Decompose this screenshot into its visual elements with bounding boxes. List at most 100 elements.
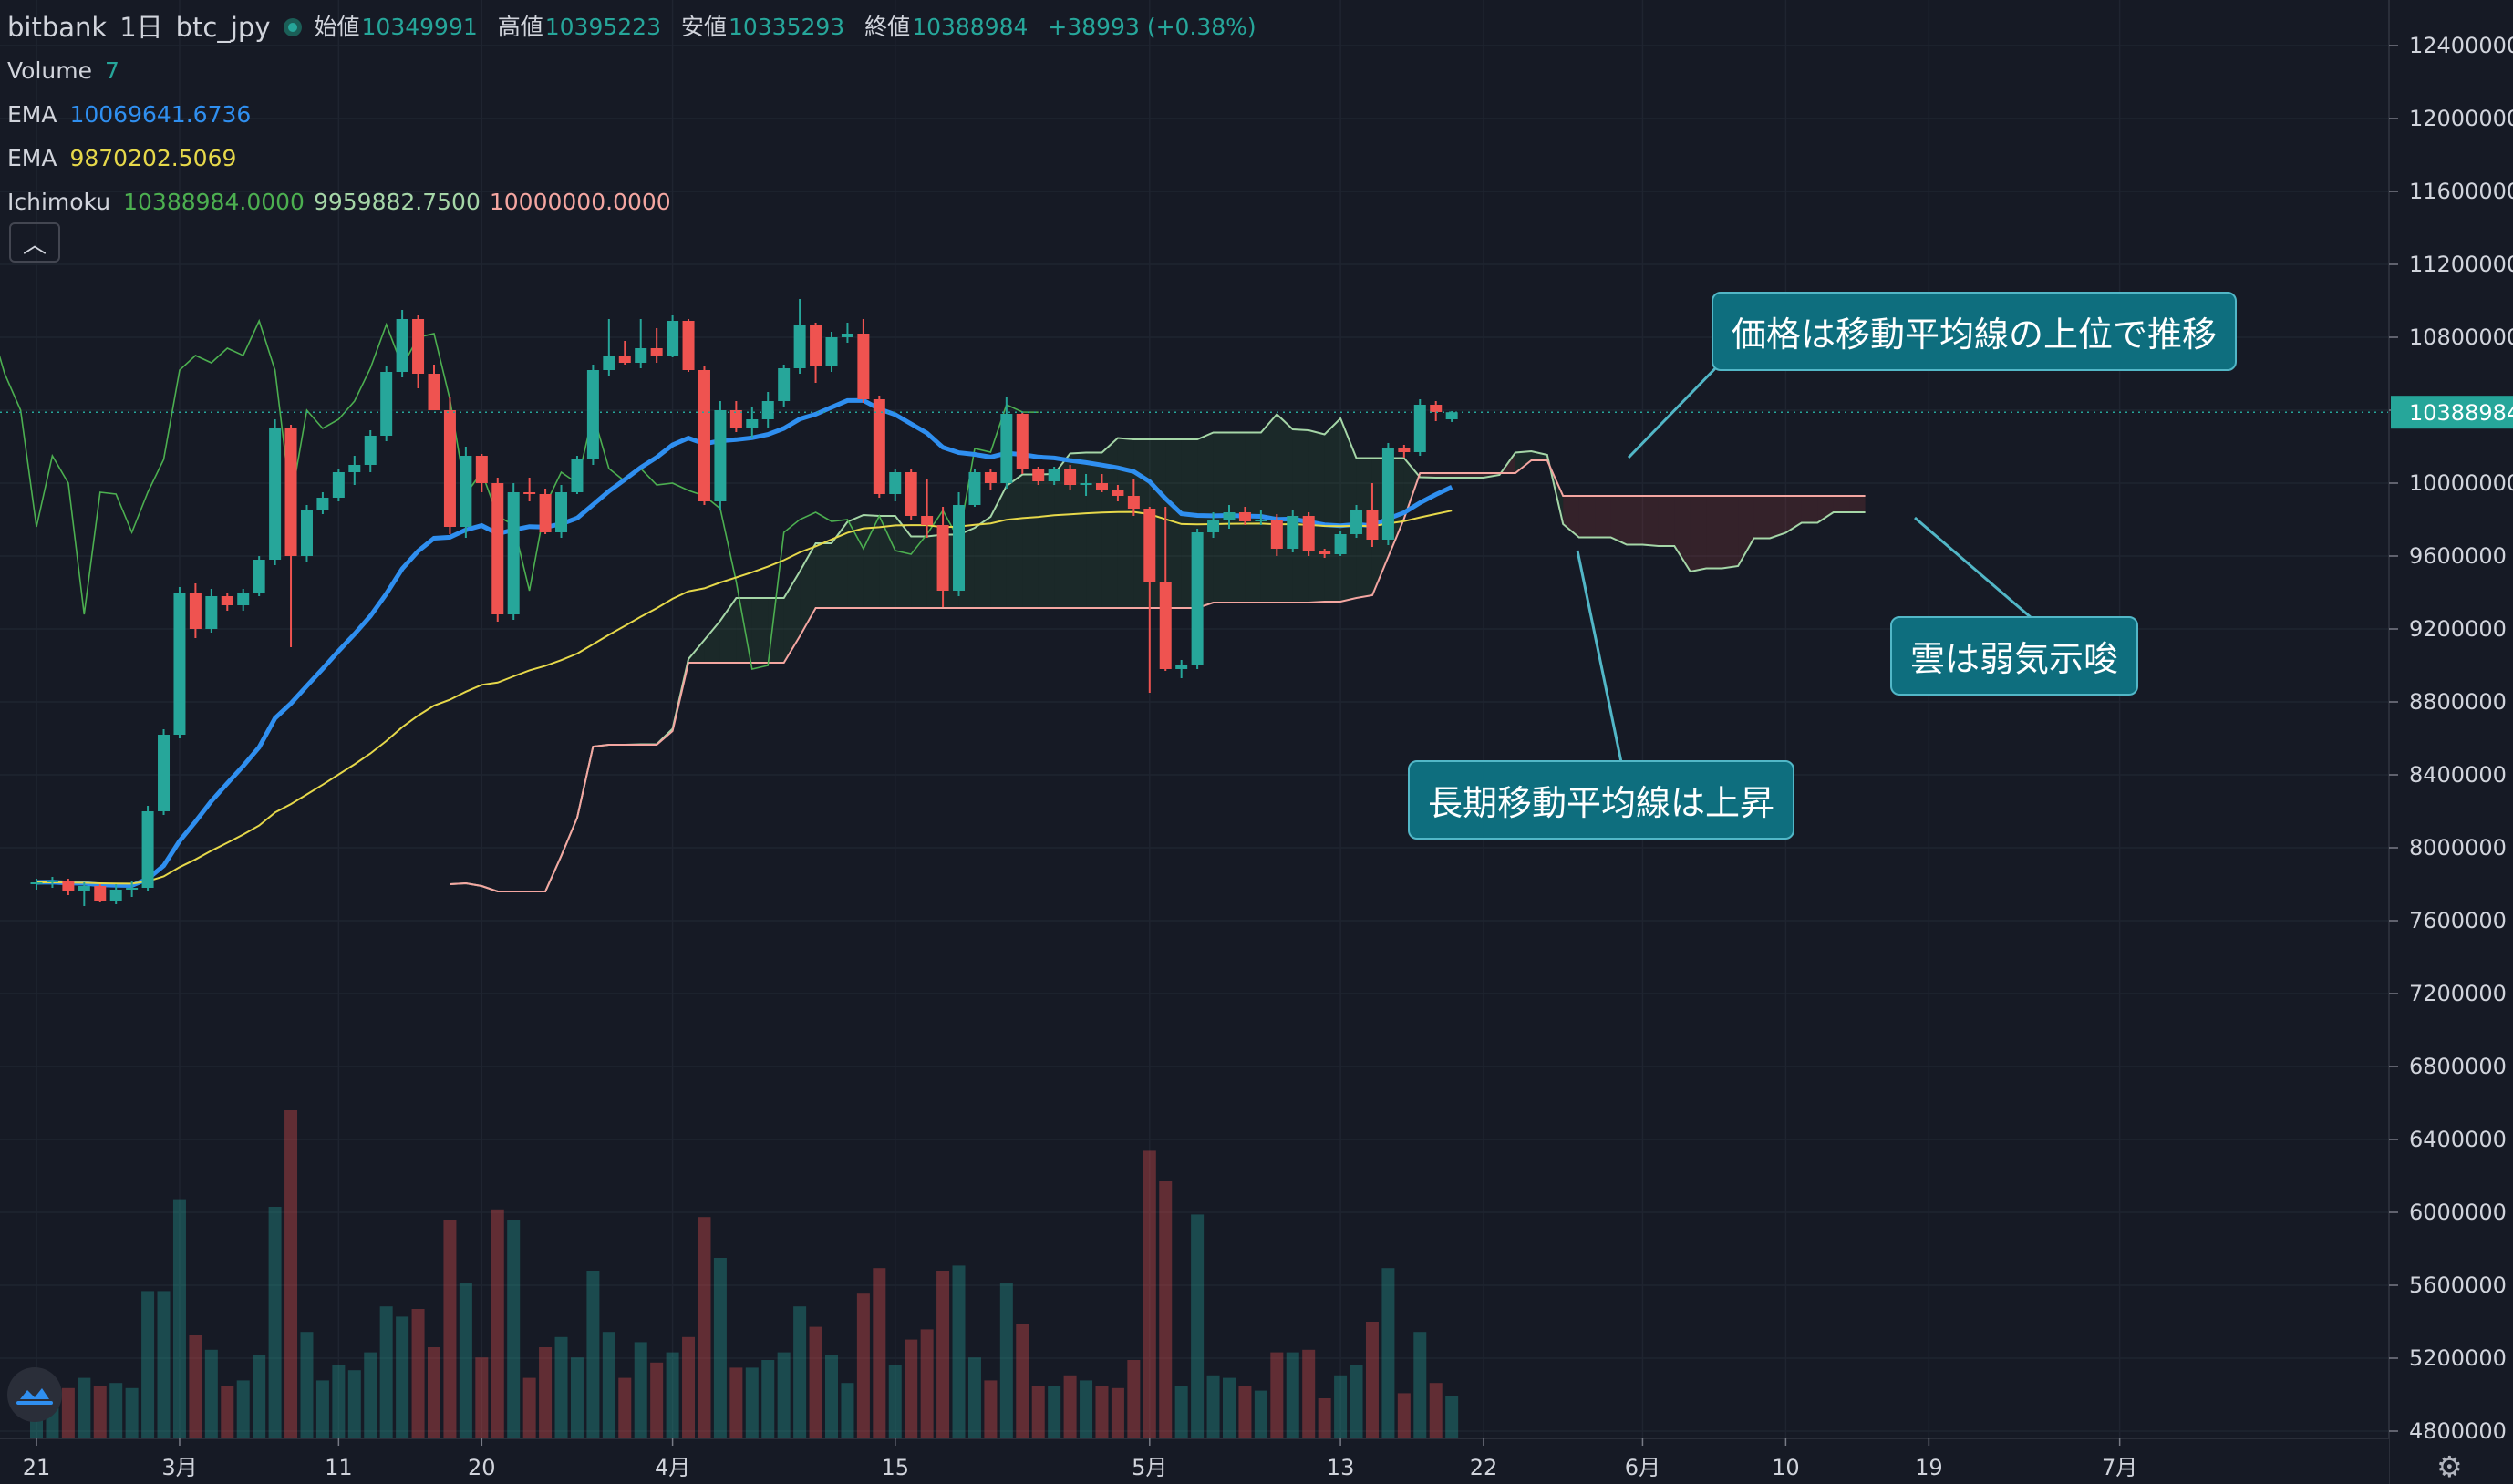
time-tick-label: 5月 [1132, 1455, 1167, 1480]
candle [253, 556, 265, 596]
ema2-legend[interactable]: EMA 9870202.5069 [7, 137, 1269, 180]
volume-bar [1223, 1377, 1236, 1438]
candle [523, 478, 536, 501]
callout-price-above-ma[interactable]: 価格は移動平均線の上位で推移 [1712, 292, 2238, 371]
volume-bar [157, 1291, 171, 1438]
callout-cloud-bearish[interactable]: 雲は弱気示唆 [1890, 616, 2139, 696]
price-tick-label: 10800000 [2409, 325, 2513, 350]
candle [1048, 467, 1060, 485]
candle-body [1143, 509, 1156, 582]
chart-legend: bitbank 1日 btc_jpy 始値10349991 高値10395223… [7, 5, 1269, 224]
candle [667, 315, 679, 357]
candle [491, 478, 504, 622]
ichimoku-label: Ichimoku [7, 189, 111, 215]
tradingview-logo[interactable] [7, 1367, 62, 1422]
price-tick-label: 4800000 [2409, 1418, 2507, 1444]
cloud-segment [1610, 496, 1627, 545]
ema2-value: 9870202.5069 [69, 145, 237, 171]
callout-pointer [1627, 358, 1725, 459]
open-value: 10349991 [361, 14, 478, 40]
candle [953, 492, 966, 596]
candle [555, 485, 568, 538]
senkou-span-b [450, 459, 1866, 892]
candle [428, 365, 440, 410]
volume-bar [522, 1377, 536, 1438]
symbol-name[interactable]: btc_jpy [175, 12, 271, 43]
volume-bar [284, 1110, 298, 1438]
open-label: 始値 [314, 14, 360, 40]
time-tick-label: 20 [468, 1455, 496, 1480]
candle-body [984, 472, 997, 483]
volume-bar [682, 1336, 696, 1438]
cloud-segment [1340, 418, 1357, 602]
volume-bar [1445, 1396, 1459, 1438]
close-value: 10388984 [912, 14, 1029, 40]
volume-bar [1318, 1398, 1331, 1438]
volume-bar [1080, 1380, 1093, 1438]
cloud-segment [847, 515, 864, 608]
candle [746, 407, 759, 438]
volume-bar [967, 1357, 981, 1438]
candle-body [682, 321, 695, 370]
volume-bar [221, 1386, 234, 1438]
candle [793, 299, 806, 374]
cloud-segment [1086, 452, 1102, 608]
candle-body [729, 410, 742, 428]
candle-body [269, 428, 282, 560]
candle-body [778, 368, 791, 401]
candle [78, 882, 90, 906]
cloud-segment [719, 598, 737, 663]
candle-body [348, 465, 361, 472]
volume-bars [30, 1110, 1459, 1438]
cloud-segment [1292, 429, 1309, 603]
candle-body [698, 370, 710, 501]
callout-long-ma-rising[interactable]: 長期移動平均線は上昇 [1408, 760, 1795, 840]
volume-bar [618, 1377, 632, 1438]
volume-bar [315, 1380, 329, 1438]
candle [1270, 514, 1283, 556]
cloud-segment [1324, 418, 1341, 602]
price-tick-label: 8800000 [2409, 689, 2507, 715]
exchange-name[interactable]: bitbank [7, 12, 108, 43]
candle [889, 469, 902, 501]
volume-bar [1381, 1268, 1395, 1438]
cloud-segment [783, 572, 801, 663]
volume-bar [666, 1352, 679, 1438]
candle-body [491, 483, 504, 614]
candle-body [1080, 483, 1092, 485]
volume-value: 7 [104, 57, 119, 84]
volume-legend[interactable]: Volume 7 [7, 49, 1269, 93]
candle-body [443, 410, 456, 527]
cloud-segment [1753, 496, 1770, 539]
volume-bar [1270, 1352, 1284, 1438]
volume-bar [984, 1380, 998, 1438]
candle [332, 469, 345, 501]
ichimoku-legend[interactable]: Ichimoku 10388984.0000 9959882.7500 1000… [7, 180, 1269, 224]
collapse-legend-button[interactable]: ︿ [9, 222, 60, 263]
settings-gear-icon[interactable]: ⚙ [2436, 1449, 2463, 1484]
candle-body [332, 472, 345, 498]
volume-bar [347, 1370, 361, 1438]
volume-bar [1397, 1393, 1411, 1438]
last-price-label: 10388984 [2409, 400, 2513, 426]
cloud-segment [895, 516, 912, 608]
cloud-segment [1452, 473, 1468, 478]
volume-bar [507, 1220, 521, 1438]
candle [905, 469, 917, 520]
candle [603, 319, 615, 376]
interval-label[interactable]: 1日 [119, 12, 163, 43]
candle-body [46, 881, 58, 882]
candle-body [555, 492, 568, 532]
candle [141, 806, 154, 891]
cloud-segment [1070, 452, 1087, 608]
candle-body [1032, 469, 1045, 481]
candle [1287, 510, 1299, 552]
volume-bar [793, 1306, 807, 1438]
ema1-legend[interactable]: EMA 10069641.6736 [7, 93, 1269, 137]
candle [810, 323, 822, 383]
candle-body [460, 456, 472, 527]
time-axis: 21 3月 11 20 4月 15 5月 13 22 6月 10 19 7月 [0, 1438, 2389, 1484]
candle-body [1255, 520, 1267, 521]
